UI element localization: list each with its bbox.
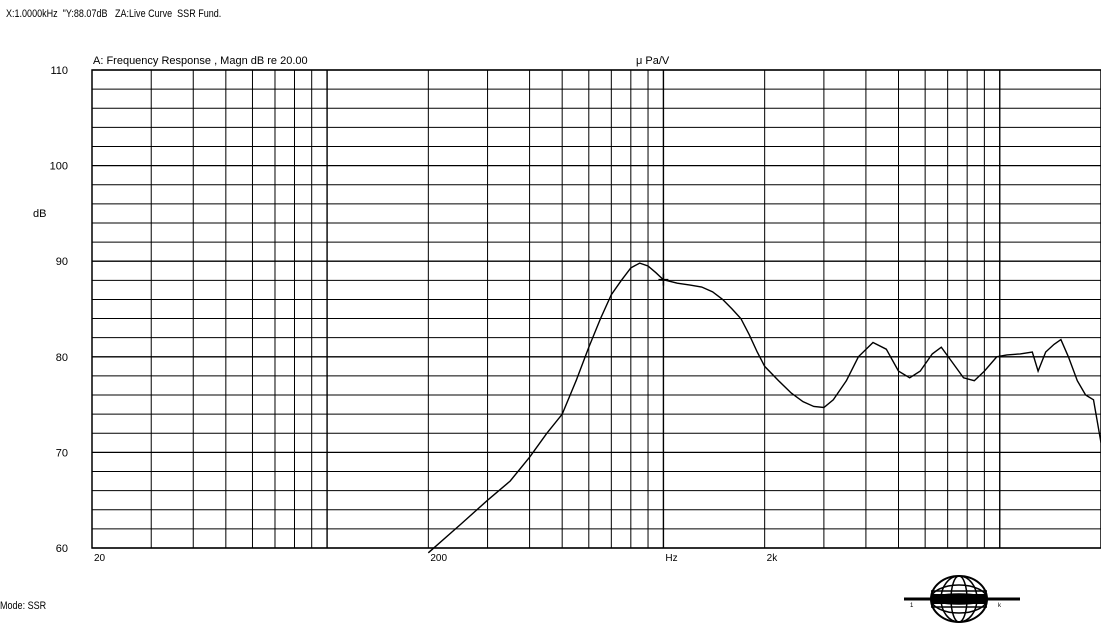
y-tick-label: 100 <box>50 161 68 173</box>
svg-text:1: 1 <box>910 603 914 609</box>
plot-frame <box>91 69 1101 549</box>
chart-axes <box>91 69 1101 549</box>
y-tick-labels: 110 100 90 80 70 60 <box>50 65 68 555</box>
response-curve <box>427 262 1101 554</box>
y-axis-label: dB <box>33 208 46 220</box>
x-tick-labels: 20200Hz2k20k <box>94 553 779 564</box>
x-tick-label: 20 <box>94 553 106 564</box>
y-tick-label: 90 <box>56 256 68 268</box>
y-tick-label: 80 <box>56 352 68 364</box>
y-tick-label: 60 <box>56 543 68 555</box>
y-tick-label: 70 <box>56 447 68 459</box>
chart-grid <box>91 69 1101 549</box>
cursor-readout: X:1.0000kHz "Y:88.07dB ZA:Live Curve SSR… <box>6 8 222 20</box>
chart-unit-label: μ Pa/V <box>636 55 670 67</box>
chart-title: A: Frequency Response , Magn dB re 20.00 <box>93 55 308 67</box>
globe-logo-icon: 1 k <box>904 575 1020 623</box>
mode-label: Mode: SSR <box>0 600 47 612</box>
x-tick-label: Hz <box>665 553 677 564</box>
x-tick-label: 2k <box>767 553 779 564</box>
x-tick-label: 200 <box>430 553 447 564</box>
y-tick-label: 110 <box>50 65 68 77</box>
svg-text:k: k <box>998 603 1002 609</box>
chart-series <box>427 262 1101 554</box>
cursor-marker <box>658 273 669 286</box>
